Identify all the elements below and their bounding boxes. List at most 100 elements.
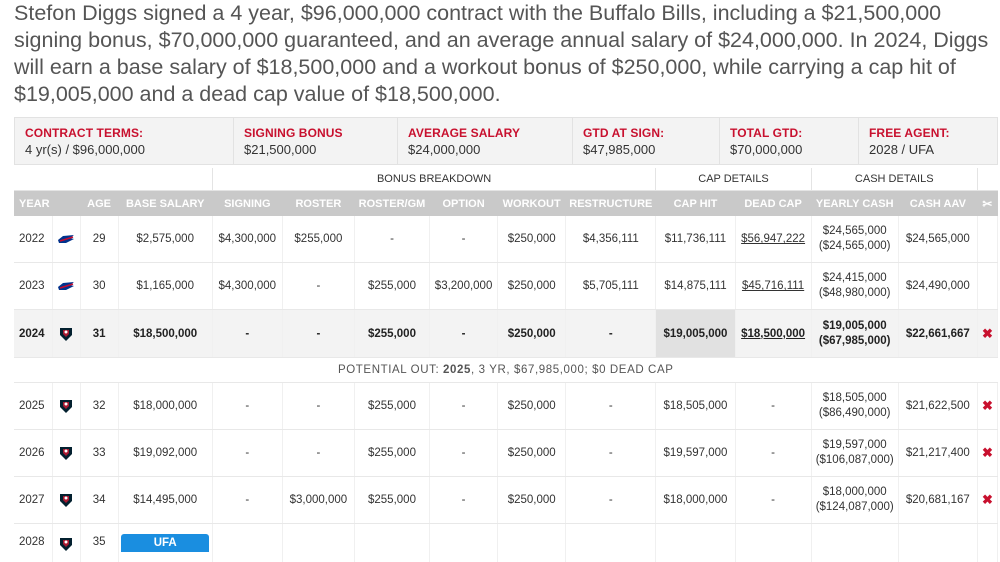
dead-cap-cell: - (735, 383, 811, 430)
bills-logo-icon (52, 216, 80, 263)
potential-detail: , 3 YR, $67,985,000; $0 DEAD CAP (471, 364, 673, 376)
potential-year: 2025 (443, 364, 471, 376)
term-label: CONTRACT TERMS: (25, 126, 223, 140)
texans-logo-icon (52, 310, 80, 358)
col-cap-hit[interactable]: CAP HIT (656, 191, 735, 217)
base-salary-cell: $19,092,000 (118, 430, 212, 477)
roster-gm-cell: $255,000 (354, 263, 429, 310)
cash-aav-cell: $21,622,500 (898, 383, 977, 430)
yearly-cash-value: $19,005,000 (819, 319, 891, 334)
dead-cap-value: - (771, 447, 775, 459)
cash-aav-cell: $24,490,000 (898, 263, 977, 310)
cumulative-cash-value: ($86,490,000) (819, 406, 891, 421)
remove-x-icon: ✖ (977, 383, 997, 430)
yearly-cash-cell: $18,505,000($86,490,000) (811, 383, 898, 430)
cap-hit-cell: $18,000,000 (656, 477, 735, 524)
roster-gm-cell: $255,000 (354, 430, 429, 477)
base-salary-cell: $2,575,000 (118, 216, 212, 263)
dead-cap-cell: $45,716,111 (735, 263, 811, 310)
col-yearly-cash[interactable]: YEARLY CASH (811, 191, 898, 217)
texans-logo-icon (52, 477, 80, 524)
dead-cap-cell: $56,947,222 (735, 216, 811, 263)
dead-cap-cell: $18,500,000 (735, 310, 811, 358)
cash-aav-cell: $22,661,667 (898, 310, 977, 358)
contract-summary: Stefon Diggs signed a 4 year, $96,000,00… (14, 0, 1000, 108)
year-cell: 2026 (14, 430, 52, 477)
remove-x-icon[interactable]: ✖ (982, 398, 993, 413)
col-workout[interactable]: WORKOUT (498, 191, 566, 217)
restructure-cell: - (566, 477, 656, 524)
remove-x-icon (977, 263, 997, 310)
contract-terms-bar: CONTRACT TERMS: 4 yr(s) / $96,000,000 SI… (14, 117, 998, 165)
age-cell: 33 (80, 430, 118, 477)
dead-cap-value[interactable]: $18,500,000 (741, 328, 805, 340)
dead-cap-cell: - (735, 477, 811, 524)
roster-gm-cell: $255,000 (354, 310, 429, 358)
option-cell: - (430, 477, 498, 524)
col-option[interactable]: OPTION (430, 191, 498, 217)
base-salary-cell: $18,000,000 (118, 383, 212, 430)
option-cell: - (430, 216, 498, 263)
workout-cell: $250,000 (498, 477, 566, 524)
col-base-salary[interactable]: BASE SALARY (118, 191, 212, 217)
year-cell: 2022 (14, 216, 52, 263)
roster-cell: - (282, 383, 354, 430)
term-free-agent: FREE AGENT: 2028 / UFA (859, 118, 997, 164)
remove-x-icon: ✖ (977, 310, 997, 358)
signing-cell: - (212, 310, 282, 358)
restructure-cell: - (566, 430, 656, 477)
group-bonus-breakdown: BONUS BREAKDOWN (212, 168, 656, 191)
workout-cell: $250,000 (498, 216, 566, 263)
roster-cell: $255,000 (282, 216, 354, 263)
potential-prefix: POTENTIAL OUT: (338, 364, 443, 376)
roster-cell: - (282, 263, 354, 310)
term-label: FREE AGENT: (869, 126, 987, 140)
base-salary-cell: $1,165,000 (118, 263, 212, 310)
col-year[interactable]: YEAR (14, 191, 80, 217)
remove-x-icon[interactable]: ✖ (982, 326, 993, 341)
remove-x-icon (977, 216, 997, 263)
term-value: $24,000,000 (408, 142, 562, 157)
option-cell: - (430, 310, 498, 358)
col-signing[interactable]: SIGNING (212, 191, 282, 217)
year-cell: 2024 (14, 310, 52, 358)
dead-cap-value[interactable]: $45,716,111 (742, 280, 804, 292)
yearly-cash-value: $24,565,000 (819, 224, 891, 239)
workout-cell: $250,000 (498, 310, 566, 358)
cap-hit-cell: $19,597,000 (656, 430, 735, 477)
base-salary-cell: $18,500,000 (118, 310, 212, 358)
ufa-badge[interactable]: UFA (121, 534, 209, 552)
restructure-cell: - (566, 383, 656, 430)
term-value: $21,500,000 (244, 142, 387, 157)
remove-x-icon[interactable]: ✖ (982, 445, 993, 460)
cumulative-cash-value: ($124,087,000) (816, 500, 894, 515)
bills-logo-icon (52, 263, 80, 310)
remove-x-icon: ✖ (977, 430, 997, 477)
col-roster-gm[interactable]: ROSTER/GM (354, 191, 429, 217)
remove-x-icon[interactable]: ✖ (982, 492, 993, 507)
col-cash-aav[interactable]: CASH AAV (898, 191, 977, 217)
cap-hit-cell: $19,005,000 (656, 310, 735, 358)
term-contract: CONTRACT TERMS: 4 yr(s) / $96,000,000 (15, 118, 234, 164)
status-cell: UFA (118, 524, 212, 562)
yearly-cash-value: $19,597,000 (816, 438, 894, 453)
dead-cap-value[interactable]: $56,947,222 (741, 233, 805, 245)
base-salary-cell: $14,495,000 (118, 477, 212, 524)
scissors-icon[interactable]: ✂ (977, 191, 997, 217)
yearly-cash-value: $18,000,000 (816, 485, 894, 500)
col-restructure[interactable]: RESTRUCTURE (566, 191, 656, 217)
texans-logo-icon (52, 383, 80, 430)
workout-cell: $250,000 (498, 263, 566, 310)
cumulative-cash-value: ($67,985,000) (819, 334, 891, 349)
age-cell: 30 (80, 263, 118, 310)
roster-gm-cell: $255,000 (354, 383, 429, 430)
col-age[interactable]: AGE (80, 191, 118, 217)
col-dead-cap[interactable]: DEAD CAP (735, 191, 811, 217)
year-cell: 2023 (14, 263, 52, 310)
col-roster[interactable]: ROSTER (282, 191, 354, 217)
year-cell: 2025 (14, 383, 52, 430)
restructure-cell: - (566, 310, 656, 358)
roster-cell: - (282, 310, 354, 358)
